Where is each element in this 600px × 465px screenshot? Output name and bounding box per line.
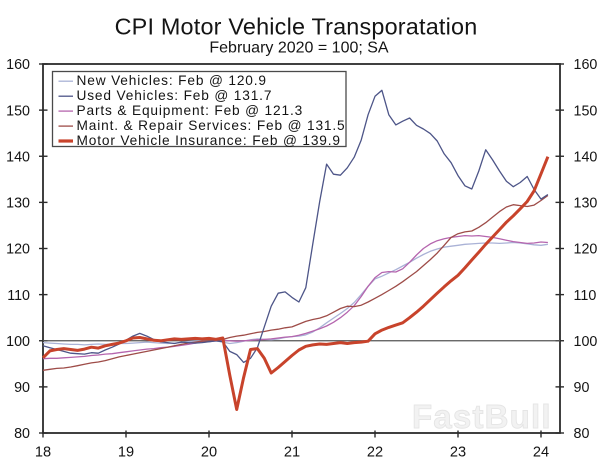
svg-text:120: 120 — [6, 242, 30, 258]
svg-text:140: 140 — [574, 149, 598, 165]
svg-text:160: 160 — [574, 57, 598, 73]
svg-text:CPI Motor Vehicle Transporatat: CPI Motor Vehicle Transporatation — [115, 14, 478, 40]
svg-text:18: 18 — [35, 445, 51, 461]
svg-text:Used Vehicles: Feb @ 131.7: Used Vehicles: Feb @ 131.7 — [77, 88, 273, 103]
svg-text:100: 100 — [574, 334, 598, 350]
svg-text:Maint. & Repair Services: Feb: Maint. & Repair Services: Feb @ 131.5 — [77, 118, 346, 133]
svg-text:110: 110 — [574, 288, 597, 304]
svg-text:FastBull: FastBull — [412, 398, 552, 435]
svg-text:February 2020 = 100; SA: February 2020 = 100; SA — [209, 40, 389, 57]
svg-text:140: 140 — [6, 149, 30, 165]
svg-text:20: 20 — [201, 445, 217, 461]
svg-text:19: 19 — [118, 445, 134, 461]
svg-text:160: 160 — [6, 57, 30, 73]
svg-text:80: 80 — [574, 426, 590, 442]
svg-text:Motor Vehicle Insurance: Feb @: Motor Vehicle Insurance: Feb @ 139.9 — [77, 133, 341, 148]
svg-text:80: 80 — [14, 426, 30, 442]
svg-text:23: 23 — [450, 445, 466, 461]
svg-text:Parts & Equipment: Feb @ 121.3: Parts & Equipment: Feb @ 121.3 — [77, 103, 304, 118]
svg-text:110: 110 — [7, 288, 30, 304]
svg-text:130: 130 — [6, 196, 30, 212]
svg-text:New Vehicles: Feb @ 120.9: New Vehicles: Feb @ 120.9 — [77, 73, 267, 88]
svg-text:130: 130 — [574, 196, 598, 212]
svg-text:120: 120 — [574, 242, 598, 258]
svg-text:150: 150 — [574, 103, 598, 119]
svg-text:150: 150 — [6, 103, 30, 119]
svg-text:24: 24 — [533, 445, 549, 461]
svg-text:90: 90 — [574, 380, 590, 396]
svg-text:21: 21 — [284, 445, 300, 461]
svg-text:90: 90 — [14, 380, 30, 396]
svg-text:22: 22 — [367, 445, 383, 461]
svg-text:100: 100 — [6, 334, 30, 350]
